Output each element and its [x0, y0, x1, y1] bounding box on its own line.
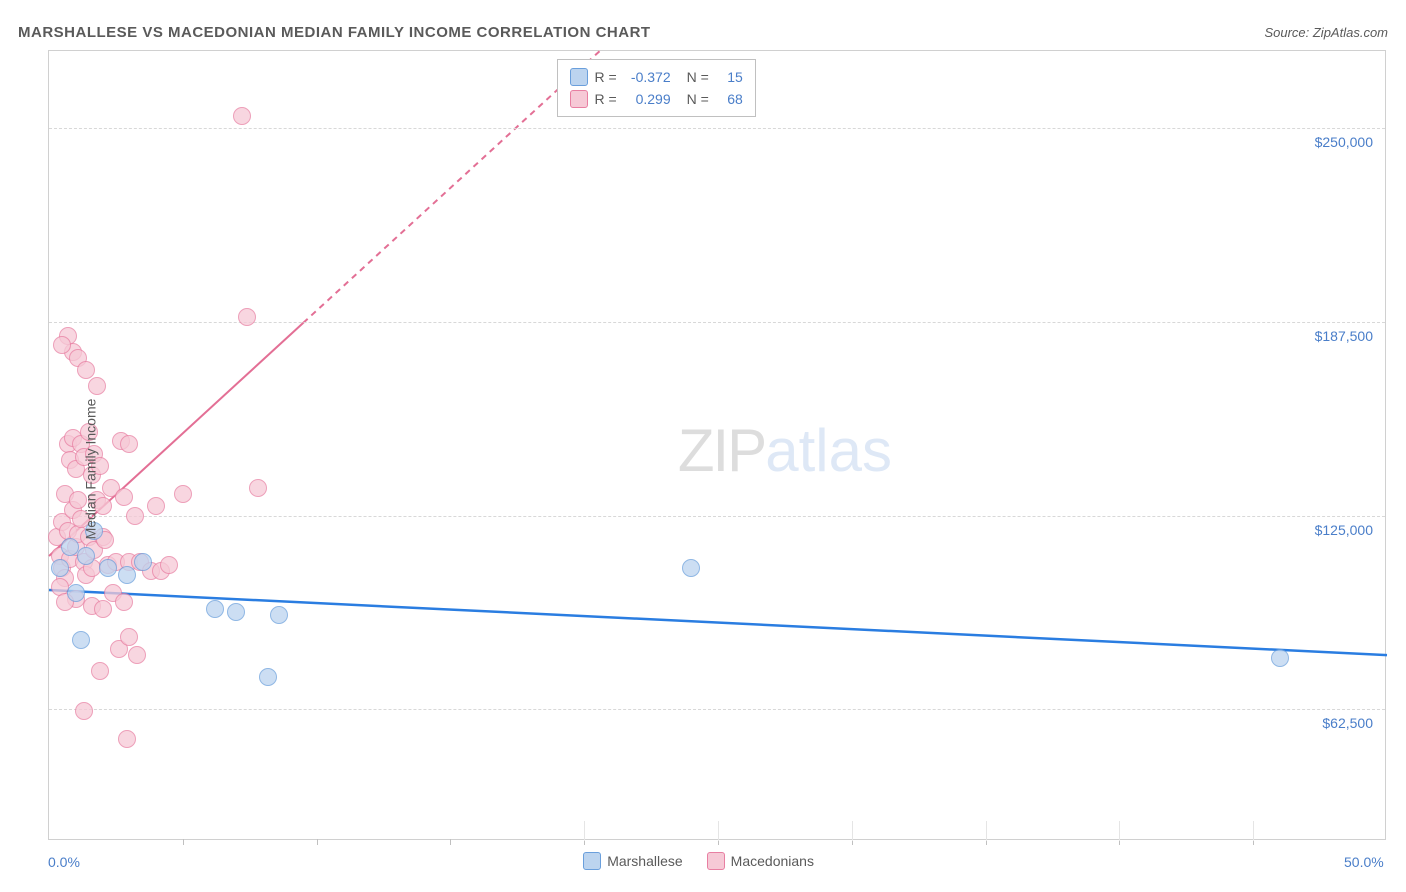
data-point-macedonians: [160, 556, 178, 574]
legend-r-value: -0.372: [623, 69, 671, 85]
chart-source: Source: ZipAtlas.com: [1264, 25, 1388, 40]
data-point-marshallese: [67, 584, 85, 602]
data-point-macedonians: [238, 308, 256, 326]
y-tick-label: $125,000: [1315, 522, 1373, 538]
data-point-macedonians: [174, 485, 192, 503]
gridline-h: [49, 709, 1385, 710]
legend-r-label: R =: [594, 69, 616, 85]
data-point-marshallese: [227, 603, 245, 621]
watermark-zip: ZIP: [678, 417, 765, 484]
data-point-marshallese: [77, 547, 95, 565]
data-point-marshallese: [259, 668, 277, 686]
chart-title: MARSHALLESE VS MACEDONIAN MEDIAN FAMILY …: [18, 24, 651, 41]
data-point-macedonians: [147, 497, 165, 515]
data-point-marshallese: [1271, 649, 1289, 667]
data-point-macedonians: [75, 702, 93, 720]
gridline-h: [49, 516, 1385, 517]
y-tick-label: $62,500: [1322, 715, 1373, 731]
correlation-legend: R = -0.372 N = 15 R = 0.299 N = 68: [557, 59, 755, 117]
gridline-h: [49, 128, 1385, 129]
y-axis-label: Median Family Income: [82, 398, 98, 539]
legend-r-label: R =: [594, 91, 616, 107]
x-tick-label: 50.0%: [1344, 854, 1384, 870]
data-point-marshallese: [270, 606, 288, 624]
y-tick-label: $250,000: [1315, 134, 1373, 150]
chart-header: MARSHALLESE VS MACEDONIAN MEDIAN FAMILY …: [18, 20, 1388, 44]
data-point-macedonians: [233, 107, 251, 125]
legend-n-label: N =: [687, 91, 709, 107]
legend-row: R = 0.299 N = 68: [570, 88, 742, 110]
legend-label: Marshallese: [607, 853, 682, 869]
data-point-macedonians: [53, 336, 71, 354]
chart-container: MARSHALLESE VS MACEDONIAN MEDIAN FAMILY …: [0, 0, 1406, 892]
legend-swatch: [570, 68, 588, 86]
legend-n-label: N =: [687, 69, 709, 85]
data-point-macedonians: [94, 600, 112, 618]
data-point-marshallese: [118, 566, 136, 584]
gridline-v: [1119, 821, 1120, 841]
gridline-v: [852, 821, 853, 841]
data-point-macedonians: [115, 593, 133, 611]
data-point-marshallese: [206, 600, 224, 618]
legend-n-value: 68: [715, 91, 743, 107]
x-tick-mark: [450, 839, 451, 845]
trend-lines: [49, 51, 1387, 841]
data-point-macedonians: [120, 628, 138, 646]
watermark-atlas: atlas: [765, 417, 892, 484]
legend-swatch: [570, 90, 588, 108]
legend-row: R = -0.372 N = 15: [570, 66, 742, 88]
legend-item: Marshallese: [583, 852, 682, 870]
gridline-v: [986, 821, 987, 841]
data-point-macedonians: [126, 507, 144, 525]
data-point-marshallese: [51, 559, 69, 577]
legend-r-value: 0.299: [623, 91, 671, 107]
legend-item: Macedonians: [707, 852, 814, 870]
legend-swatch: [583, 852, 601, 870]
data-point-marshallese: [72, 631, 90, 649]
data-point-macedonians: [91, 662, 109, 680]
gridline-v: [718, 821, 719, 841]
x-tick-mark: [183, 839, 184, 845]
data-point-macedonians: [118, 730, 136, 748]
watermark: ZIPatlas: [678, 416, 892, 485]
legend-n-value: 15: [715, 69, 743, 85]
gridline-v: [584, 821, 585, 841]
plot-area: ZIPatlas R = -0.372 N = 15 R = 0.299 N = 68 $62…: [48, 50, 1386, 840]
gridline-v: [1253, 821, 1254, 841]
series-legend: Marshallese Macedonians: [583, 852, 814, 870]
x-tick-mark: [317, 839, 318, 845]
data-point-marshallese: [682, 559, 700, 577]
data-point-macedonians: [120, 435, 138, 453]
data-point-macedonians: [249, 479, 267, 497]
legend-label: Macedonians: [731, 853, 814, 869]
data-point-macedonians: [88, 377, 106, 395]
data-point-marshallese: [134, 553, 152, 571]
data-point-macedonians: [115, 488, 133, 506]
data-point-macedonians: [128, 646, 146, 664]
y-tick-label: $187,500: [1315, 328, 1373, 344]
data-point-marshallese: [99, 559, 117, 577]
legend-swatch: [707, 852, 725, 870]
x-tick-label: 0.0%: [48, 854, 80, 870]
